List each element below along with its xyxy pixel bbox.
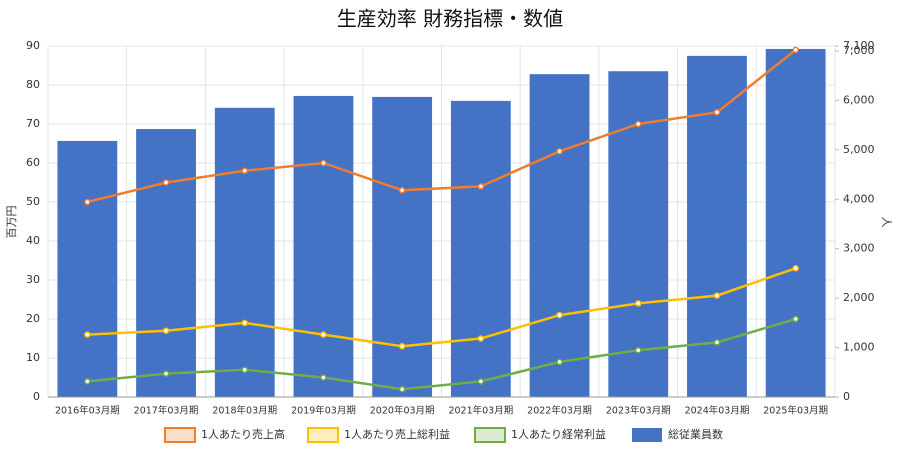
y2-tick-label: 4,000 xyxy=(843,192,875,205)
marker xyxy=(477,335,485,342)
x-tick-label: 2019年03月期 xyxy=(291,405,356,417)
marker xyxy=(635,346,642,354)
legend-swatch xyxy=(474,427,506,443)
y2-tick-label: 6,000 xyxy=(843,93,875,106)
marker xyxy=(635,120,642,128)
line xyxy=(87,48,797,204)
y-tick-label: 20 xyxy=(26,312,40,325)
bar xyxy=(765,48,826,398)
y-tick-label: 30 xyxy=(26,273,40,286)
y2-tick-label: 0 xyxy=(843,390,850,403)
marker xyxy=(320,374,327,381)
marker xyxy=(398,187,406,194)
legend-label: 総従業員数 xyxy=(668,427,723,441)
marker xyxy=(477,183,485,190)
bar xyxy=(136,129,196,397)
bar xyxy=(214,107,275,397)
x-tick-label: 2022年03月期 xyxy=(527,405,592,417)
marker xyxy=(84,198,91,206)
legend-label: 1人あたり売上高 xyxy=(201,427,285,441)
bar xyxy=(372,96,433,398)
legend-swatch xyxy=(307,427,339,443)
line xyxy=(87,267,797,348)
bar xyxy=(529,74,590,398)
y-tick-label: 50 xyxy=(26,195,40,208)
y2-tick-label: 7,100 xyxy=(843,39,875,52)
legend-label: 1人あたり経常利益 xyxy=(511,427,606,441)
y2-tick-label: 1,000 xyxy=(843,341,875,354)
x-tick-label: 2016年03月期 xyxy=(55,405,120,417)
bar xyxy=(57,140,118,397)
y2-tick-label: 2,000 xyxy=(843,291,875,304)
y-tick-label: 80 xyxy=(26,78,40,91)
marker xyxy=(713,339,721,346)
marker xyxy=(241,319,248,327)
marker xyxy=(84,331,91,338)
bar xyxy=(293,95,354,398)
y2-tick-label: 3,000 xyxy=(843,242,875,255)
x-tick-label: 2021年03月期 xyxy=(448,405,513,417)
x-tick-label: 2020年03月期 xyxy=(370,405,435,417)
marker xyxy=(556,311,563,319)
y-tick-label: 40 xyxy=(26,234,40,247)
marker xyxy=(556,148,563,155)
marker xyxy=(792,46,799,54)
marker xyxy=(162,327,170,334)
x-tick-label: 2025年03月期 xyxy=(763,405,828,417)
marker xyxy=(84,378,91,385)
marker xyxy=(320,159,327,167)
x-tick-label: 2023年03月期 xyxy=(606,405,671,417)
bar xyxy=(450,100,511,398)
y-axis-label: 百万円 xyxy=(5,206,18,239)
y-tick-label: 90 xyxy=(26,39,40,52)
x-tick-label: 2024年03月期 xyxy=(685,405,750,417)
legend-swatch xyxy=(632,428,662,442)
x-tick-label: 2018年03月期 xyxy=(212,405,277,417)
y2-tick-label: 7,000 xyxy=(843,44,875,57)
marker xyxy=(477,378,485,385)
y-tick-label: 10 xyxy=(26,351,40,364)
bar xyxy=(687,55,747,397)
marker xyxy=(556,358,563,366)
marker xyxy=(241,167,248,175)
x-tick-label: 2017年03月期 xyxy=(134,405,199,417)
marker xyxy=(713,292,721,299)
y-tick-label: 60 xyxy=(26,156,40,169)
marker xyxy=(792,265,799,272)
marker xyxy=(398,343,406,350)
y-tick-label: 70 xyxy=(26,117,40,130)
legend-swatch xyxy=(164,427,196,443)
marker xyxy=(241,366,248,373)
marker xyxy=(162,370,170,377)
marker xyxy=(792,315,799,323)
y2-axis-label: 人 xyxy=(880,217,893,228)
marker xyxy=(320,331,327,338)
marker xyxy=(635,300,642,307)
marker xyxy=(713,109,721,116)
y2-tick-label: 5,000 xyxy=(843,143,875,156)
marker xyxy=(398,385,406,393)
line xyxy=(87,317,797,391)
chart-title: 生産効率 財務指標・数値 xyxy=(337,7,563,31)
legend-label: 1人あたり売上総利益 xyxy=(344,427,450,441)
marker xyxy=(162,179,170,186)
y-tick-label: 0 xyxy=(33,390,40,403)
